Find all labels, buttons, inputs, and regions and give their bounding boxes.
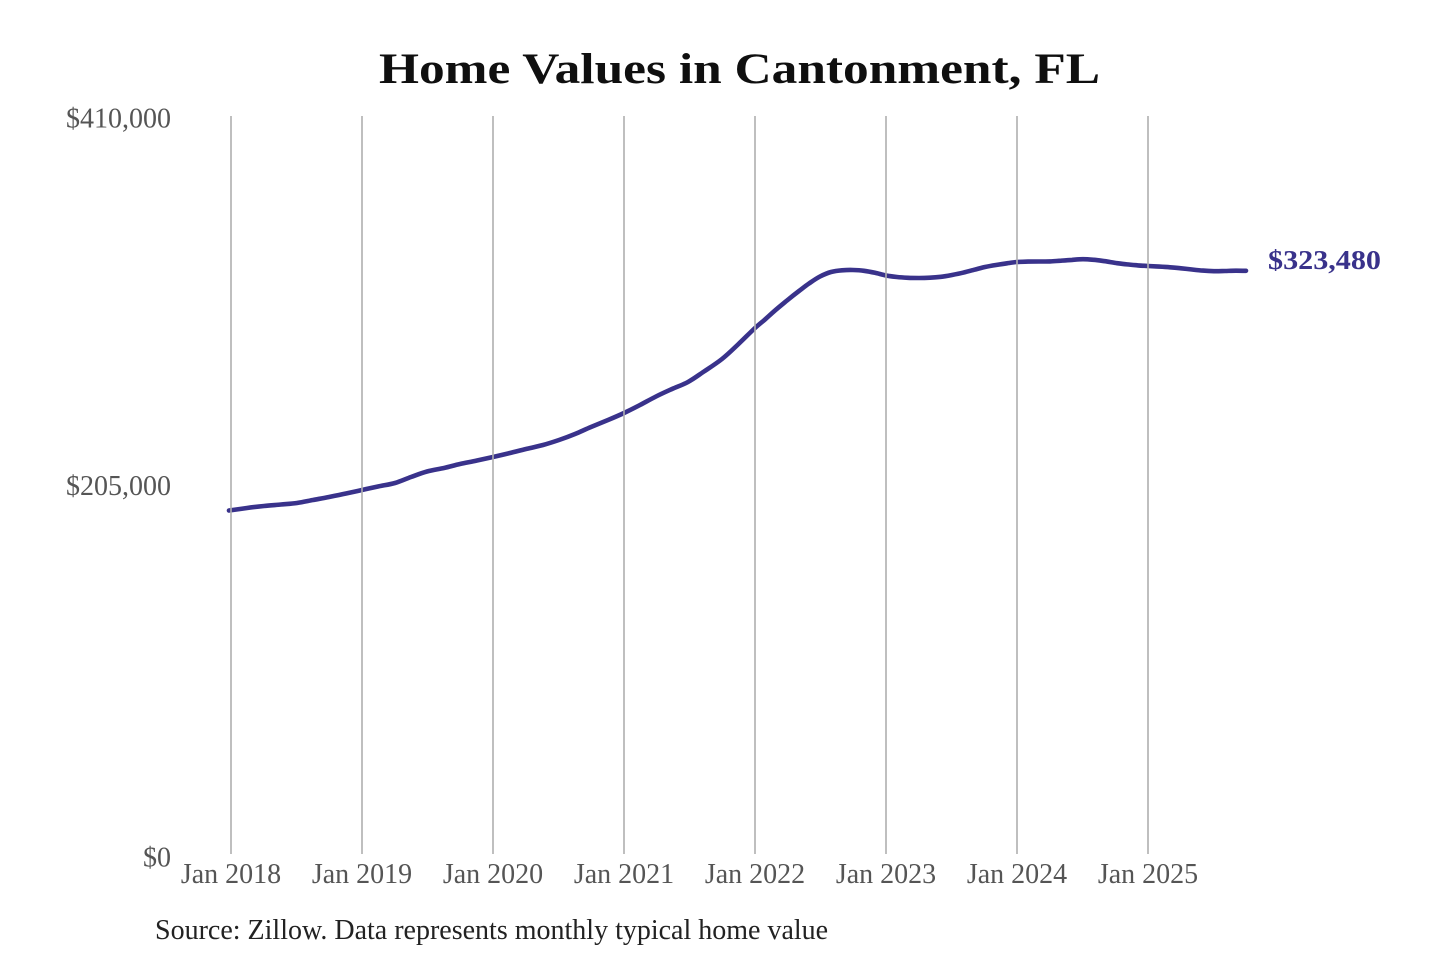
svg-text:Source: Zillow. Data represent: Source: Zillow. Data represents monthly … bbox=[155, 915, 828, 946]
svg-text:Jan 2022: Jan 2022 bbox=[705, 859, 805, 890]
svg-text:Home Values in Cantonment, FL: Home Values in Cantonment, FL bbox=[379, 46, 1100, 93]
svg-text:Jan 2023: Jan 2023 bbox=[836, 859, 936, 890]
svg-text:$205,000: $205,000 bbox=[66, 471, 171, 502]
svg-text:Jan 2024: Jan 2024 bbox=[967, 859, 1067, 890]
svg-text:Jan 2021: Jan 2021 bbox=[574, 859, 674, 890]
svg-text:$323,480: $323,480 bbox=[1268, 245, 1381, 275]
svg-text:Jan 2020: Jan 2020 bbox=[443, 859, 543, 890]
svg-text:$410,000: $410,000 bbox=[66, 104, 171, 135]
svg-text:$0: $0 bbox=[143, 843, 171, 874]
svg-text:Jan 2025: Jan 2025 bbox=[1098, 859, 1198, 890]
svg-text:Jan 2019: Jan 2019 bbox=[312, 859, 412, 890]
svg-text:Jan 2018: Jan 2018 bbox=[181, 859, 281, 890]
